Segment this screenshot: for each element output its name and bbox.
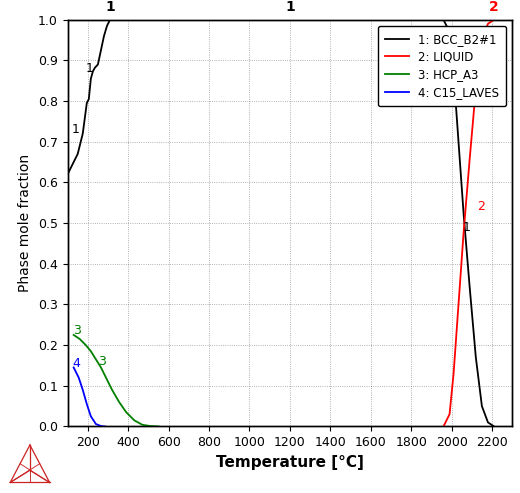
Text: 4: 4 xyxy=(73,357,81,370)
Y-axis label: Phase mole fraction: Phase mole fraction xyxy=(18,154,32,292)
Text: 1: 1 xyxy=(72,123,80,136)
Text: 1: 1 xyxy=(86,62,94,75)
Text: 1: 1 xyxy=(463,221,471,234)
X-axis label: Temperature [°C]: Temperature [°C] xyxy=(216,455,364,470)
Text: 3: 3 xyxy=(98,355,106,368)
Text: 1: 1 xyxy=(285,0,295,14)
Text: 3: 3 xyxy=(73,324,81,337)
Text: 1: 1 xyxy=(105,0,115,14)
Text: 2: 2 xyxy=(489,0,499,14)
Text: 2: 2 xyxy=(477,200,485,213)
Legend: 1: BCC_B2#1, 2: LIQUID, 3: HCP_A3, 4: C15_LAVES: 1: BCC_B2#1, 2: LIQUID, 3: HCP_A3, 4: C1… xyxy=(378,26,506,106)
